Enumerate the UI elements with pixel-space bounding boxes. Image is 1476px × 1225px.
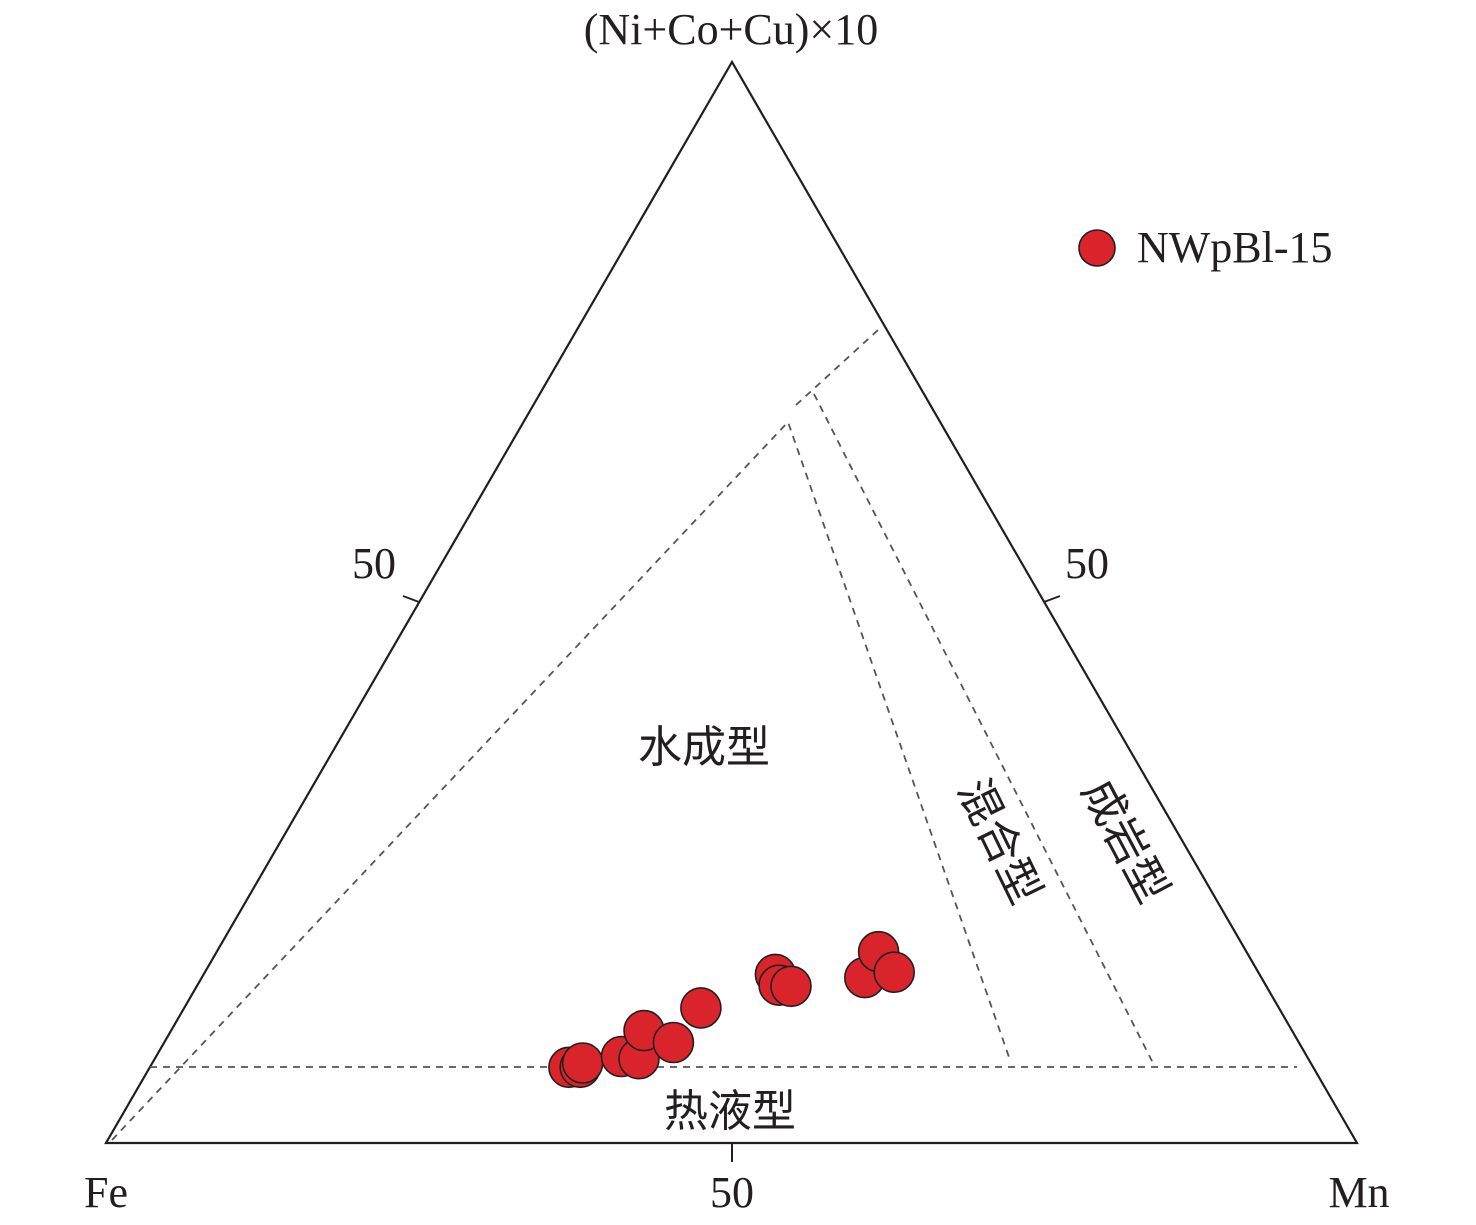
- tick-marks: [402, 595, 1061, 1162]
- field-label-hydrothermal: 热液型: [664, 1086, 796, 1137]
- apex-label-top: (Ni+Co+Cu)×10: [584, 5, 878, 54]
- mixed-boundary: [795, 329, 879, 406]
- data-point-7: [652, 1021, 695, 1064]
- legend: NWpBl-15: [1078, 223, 1333, 272]
- right-tick: [1043, 595, 1061, 603]
- hydrogenetic-boundary: [111, 420, 1011, 1141]
- diagenetic-boundary: [813, 393, 1155, 1066]
- data-point-14: [873, 951, 916, 994]
- tick-label-left: 50: [352, 539, 396, 588]
- data-point-3: [561, 1042, 604, 1084]
- field-label-mixed: 混合型: [947, 771, 1051, 912]
- field-label-diagenetic: 成岩型: [1071, 771, 1178, 911]
- data-points: [548, 930, 916, 1089]
- field-label-hydrogenetic: 水成型: [638, 722, 770, 773]
- apex-label-right: Mn: [1328, 1168, 1389, 1217]
- apex-label-left: Fe: [84, 1168, 128, 1217]
- left-tick: [402, 595, 420, 603]
- legend-marker-nwpbl-15: [1078, 229, 1116, 267]
- tick-label-bottom: 50: [710, 1168, 754, 1217]
- tick-label-right: 50: [1065, 539, 1109, 588]
- data-point-8: [680, 987, 722, 1029]
- field-boundaries: [111, 329, 1297, 1141]
- data-point-11: [770, 965, 812, 1008]
- legend-label-nwpbl-15: NWpBl-15: [1137, 223, 1333, 272]
